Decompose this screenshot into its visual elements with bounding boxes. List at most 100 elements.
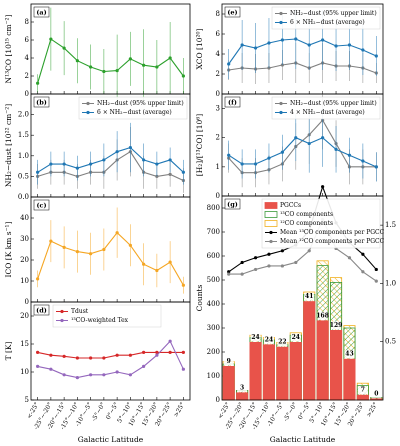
point — [102, 356, 106, 360]
y-tick-label: 0 — [25, 90, 29, 98]
point — [253, 256, 258, 260]
point — [89, 373, 93, 377]
point — [321, 136, 325, 140]
legend-marker — [279, 101, 283, 106]
y2-tick-label: 0.5 — [385, 338, 396, 346]
y-tick-label: 0.5 — [18, 172, 29, 180]
bar-label-box — [263, 335, 274, 344]
bar — [316, 320, 329, 401]
point — [102, 69, 106, 74]
point — [62, 245, 66, 249]
y-axis-label: NH₂−dust [10²² cm⁻²] — [4, 104, 13, 187]
bar — [303, 301, 316, 401]
point — [227, 272, 231, 276]
series-line — [37, 231, 184, 286]
bar-label: 129 — [330, 322, 343, 329]
bar — [330, 329, 343, 401]
panel-label-box — [33, 304, 50, 316]
y-tick-label: 4 — [25, 54, 30, 62]
bar — [222, 365, 235, 401]
point — [36, 364, 40, 368]
bar-label-box — [344, 350, 355, 359]
y-tick-label: 2.0 — [18, 111, 29, 119]
bar-label-box — [331, 321, 342, 330]
panel: 01002003004005006007008000.51.01.5<-25°-… — [195, 184, 396, 444]
point — [128, 57, 132, 61]
y-tick-label: 1 — [216, 163, 220, 171]
y-tick-label: 5 — [25, 396, 29, 404]
point — [253, 46, 258, 50]
series-line — [37, 38, 184, 84]
legend-marker — [279, 20, 283, 25]
point — [36, 350, 40, 354]
point — [115, 370, 119, 374]
point — [49, 239, 53, 243]
y-tick-label: 3 — [216, 105, 220, 113]
bar-label: 7 — [361, 387, 365, 394]
point — [142, 63, 146, 67]
legend-label: ¹²CO components — [280, 220, 333, 227]
legend-label: ¹³CO-weighted Tex — [71, 317, 129, 324]
point — [142, 262, 146, 266]
legend-label: Tdust — [71, 308, 89, 315]
frame — [30, 301, 191, 401]
point — [49, 37, 53, 41]
point — [102, 373, 106, 377]
y-tick-label: 15 — [20, 340, 29, 348]
panel-label: (f) — [228, 99, 237, 107]
legend-label: ¹³CO components — [280, 211, 333, 218]
point — [49, 367, 53, 371]
bar-label: 3 — [240, 384, 244, 391]
bar-label-box — [304, 292, 315, 301]
bar-label: 9 — [227, 358, 231, 365]
point — [49, 162, 53, 166]
panel-label: (d) — [36, 307, 47, 315]
point — [155, 268, 159, 273]
point — [155, 162, 159, 166]
point — [240, 162, 244, 166]
point — [227, 62, 231, 66]
bar-label: 24 — [251, 334, 259, 341]
bar-label-box — [357, 386, 368, 395]
bar — [262, 344, 275, 401]
legend-marker — [269, 239, 273, 244]
point — [181, 74, 185, 78]
legend-label: NH₂−dust (95% upper limit) — [97, 100, 184, 107]
y2-tick-label: 1.5 — [385, 221, 396, 229]
point — [155, 350, 159, 354]
legend-label: 6 × NH₂−dust (average) — [290, 19, 365, 26]
point — [321, 185, 325, 189]
series-line — [228, 217, 377, 282]
bar-label-box — [371, 389, 382, 398]
y2-tick-label: 1.0 — [385, 279, 396, 287]
point — [168, 350, 172, 354]
point — [294, 136, 298, 140]
y-axis-label: ICO [K km s⁻¹] — [4, 221, 13, 277]
point — [361, 252, 365, 256]
y-tick-label: 800 — [207, 204, 220, 212]
y-tick-label: 20 — [20, 256, 29, 264]
point — [267, 252, 271, 256]
point — [36, 277, 40, 281]
point — [102, 158, 106, 162]
bar-label-box — [223, 357, 234, 366]
point — [128, 373, 132, 377]
point — [49, 353, 53, 357]
series-line — [228, 62, 377, 74]
y-tick-label: 0 — [216, 90, 220, 98]
x-axis-label: Galactic Latitude — [78, 435, 144, 444]
point — [75, 356, 79, 360]
panel: 0 10 20 30 40 ICO [K km s⁻¹] (c) — [4, 196, 191, 306]
point — [62, 354, 66, 358]
legend-box — [271, 96, 381, 120]
point — [155, 65, 159, 69]
point — [168, 56, 172, 60]
point — [280, 38, 284, 42]
point — [181, 350, 185, 354]
point — [75, 166, 79, 170]
bar-label: 22 — [278, 339, 286, 346]
point — [142, 364, 146, 368]
point — [361, 159, 365, 163]
